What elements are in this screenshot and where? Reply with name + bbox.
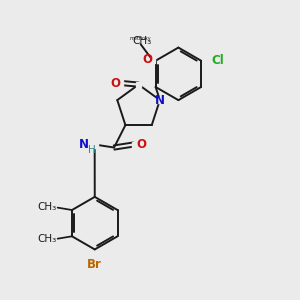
Bar [206, 58, 216, 64]
Bar [136, 82, 141, 87]
Bar [118, 80, 123, 86]
Text: N: N [79, 138, 89, 151]
Bar [132, 142, 138, 148]
Text: CH₃: CH₃ [133, 36, 152, 46]
Text: O: O [142, 53, 152, 66]
Text: methoxy: methoxy [130, 36, 152, 41]
Text: N: N [155, 94, 165, 106]
Text: H: H [88, 145, 96, 155]
Text: CH₃: CH₃ [37, 234, 56, 244]
Text: Cl: Cl [211, 54, 224, 67]
Bar [87, 142, 98, 148]
Text: CH₃: CH₃ [37, 202, 56, 212]
Text: Br: Br [87, 258, 102, 272]
Bar [150, 57, 155, 63]
Text: O: O [110, 76, 120, 90]
Bar [91, 254, 98, 260]
Text: O: O [136, 138, 146, 151]
Bar [157, 97, 163, 103]
